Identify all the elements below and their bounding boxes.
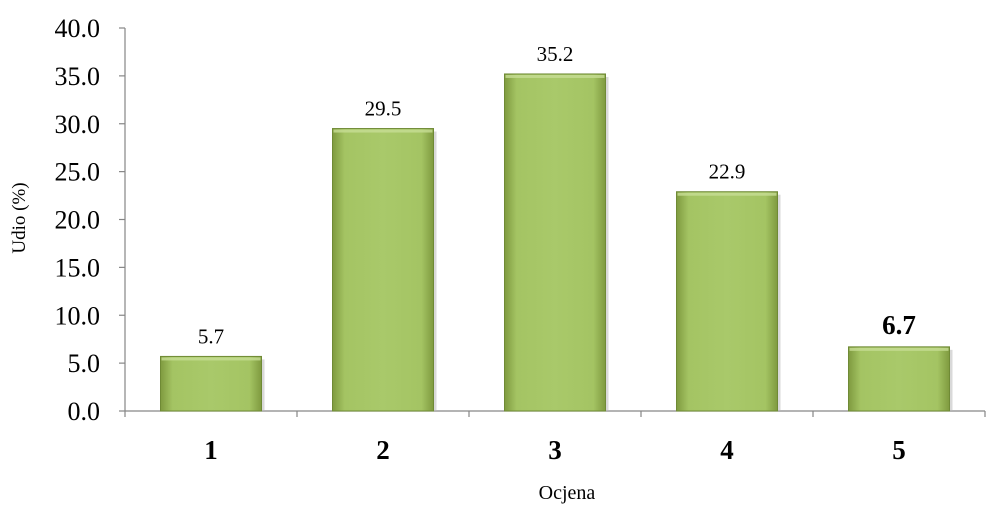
y-tick-label: 15.0 <box>55 253 101 282</box>
bar-1 <box>160 355 262 412</box>
bar-highlight <box>161 357 261 361</box>
x-tick-label: 4 <box>720 435 734 465</box>
bar-highlight <box>505 74 605 78</box>
y-tick-label: 5.0 <box>68 349 101 378</box>
bar-highlight <box>333 129 433 133</box>
data-label: 35.2 <box>537 42 574 66</box>
x-tick-label: 5 <box>892 435 906 465</box>
data-label: 6.7 <box>882 310 916 340</box>
y-axis: 0.0 5.0 10.0 15.0 20.0 25.0 30.0 35.0 40.0 <box>55 14 126 426</box>
y-tick-label: 35.0 <box>55 62 101 91</box>
x-tick-label: 3 <box>548 435 562 465</box>
data-label: 29.5 <box>365 97 402 121</box>
bar-5 <box>848 346 950 412</box>
bar-highlight <box>849 347 949 351</box>
y-tick-label: 20.0 <box>55 206 101 235</box>
bars: 5.7 29.5 35.2 22.9 6.7 <box>160 42 953 412</box>
x-axis-title: Ocjena <box>539 482 596 504</box>
y-tick-label: 25.0 <box>55 158 101 187</box>
y-tick-label: 10.0 <box>55 301 101 330</box>
bar-3 <box>504 73 606 412</box>
x-axis: 1 2 3 4 5 <box>124 410 986 465</box>
bar-4 <box>676 191 778 412</box>
data-label: 5.7 <box>198 324 224 348</box>
y-tick-label: 30.0 <box>55 110 101 139</box>
y-tick-label: 40.0 <box>55 14 101 43</box>
bar-2 <box>332 128 434 412</box>
x-tick-label: 2 <box>376 435 390 465</box>
y-axis-title: Udio (%) <box>9 182 30 253</box>
data-label: 22.9 <box>709 160 746 184</box>
bar-highlight <box>677 192 777 196</box>
x-tick-label: 1 <box>204 435 218 465</box>
y-tick-label: 0.0 <box>68 397 101 426</box>
